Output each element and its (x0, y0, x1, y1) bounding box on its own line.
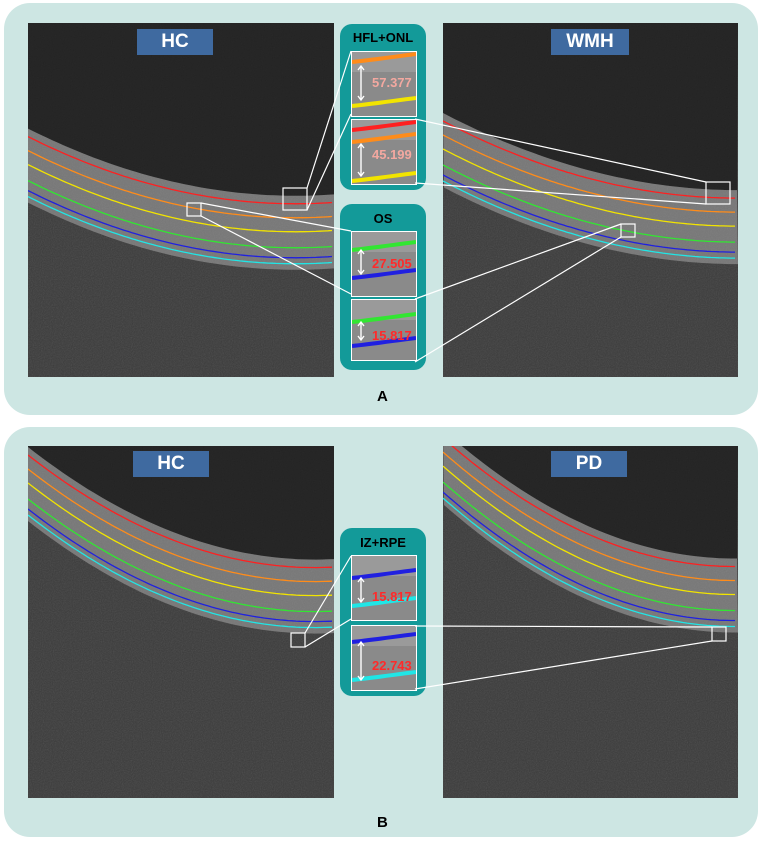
thickness-arrow (357, 576, 365, 604)
tag-wmh: WMH (551, 29, 629, 55)
layer-boundary-line (443, 481, 735, 612)
zoom-hc-iz-rpe: 15.817 (351, 555, 417, 621)
zoom-layer-line (352, 670, 416, 682)
zoom-layer-line (352, 336, 416, 348)
thickness-arrow (357, 248, 365, 276)
zoom-layer-line (352, 632, 416, 644)
layer-boundary-line (28, 468, 333, 583)
oct-scan-pd (443, 446, 738, 798)
thickness-arrow (357, 320, 365, 342)
tag-hc-b: HC (133, 451, 209, 477)
inset-title-iz-rpe: IZ+RPE (360, 535, 406, 550)
panel-label-a: A (377, 388, 388, 405)
measurement-hc-hfl-onl: 57.377 (372, 75, 412, 90)
zoom-layer-line (352, 96, 416, 108)
zoom-layer-line (352, 120, 416, 132)
inset-hfl-onl: HFL+ONL 57.377 45.199 (340, 24, 426, 190)
zoom-layer-line (352, 171, 416, 183)
zoom-layer-line (352, 240, 416, 252)
oct-scan-hc-b (28, 446, 334, 798)
layer-boundary-line (28, 514, 333, 629)
layer-boundary-line (443, 491, 735, 622)
zoom-pd-iz-rpe: 22.743 (351, 625, 417, 691)
tag-hc-a: HC (137, 29, 213, 55)
layer-boundary-line (28, 482, 333, 597)
inset-iz-rpe: IZ+RPE 15.817 22.743 (340, 528, 426, 696)
zoom-wmh-os: 15.817 (351, 299, 417, 361)
zoom-layer-line (352, 568, 416, 580)
measurement-wmh-hfl-onl: 45.199 (372, 147, 412, 162)
thickness-arrow (357, 142, 365, 178)
inset-os: OS 27.505 15.817 (340, 204, 426, 370)
inset-title-os: OS (373, 211, 393, 226)
layer-boundary-line (28, 454, 333, 569)
zoom-wmh-hfl-onl: 45.199 (351, 119, 417, 185)
measurement-wmh-os: 15.817 (372, 328, 412, 343)
measurement-hc-os: 27.505 (372, 256, 412, 271)
measurement-pd-iz-rpe: 22.743 (372, 658, 412, 673)
zoom-hc-hfl-onl: 57.377 (351, 51, 417, 117)
zoom-layer-line (352, 132, 416, 144)
thickness-arrow (357, 64, 365, 102)
layer-boundary-line (451, 446, 735, 568)
panel-label-b: B (377, 814, 388, 831)
zoom-layer-line (352, 312, 416, 324)
thickness-arrow (357, 640, 365, 682)
layer-boundary-line (443, 451, 735, 582)
layer-boundary-line (28, 498, 333, 613)
layer-boundary-line (443, 465, 735, 596)
zoom-hc-os: 27.505 (351, 231, 417, 297)
oct-scan-wmh (443, 23, 738, 377)
tag-pd: PD (551, 451, 627, 477)
inset-title-hfl-onl: HFL+ONL (352, 30, 414, 45)
measurement-hc-iz-rpe: 15.817 (372, 589, 412, 604)
layer-boundary-line (443, 497, 735, 628)
zoom-layer-line (352, 596, 416, 608)
oct-scan-hc-a (28, 23, 334, 377)
zoom-layer-line (352, 268, 416, 280)
zoom-layer-line (352, 52, 416, 64)
layer-boundary-line (28, 508, 333, 623)
